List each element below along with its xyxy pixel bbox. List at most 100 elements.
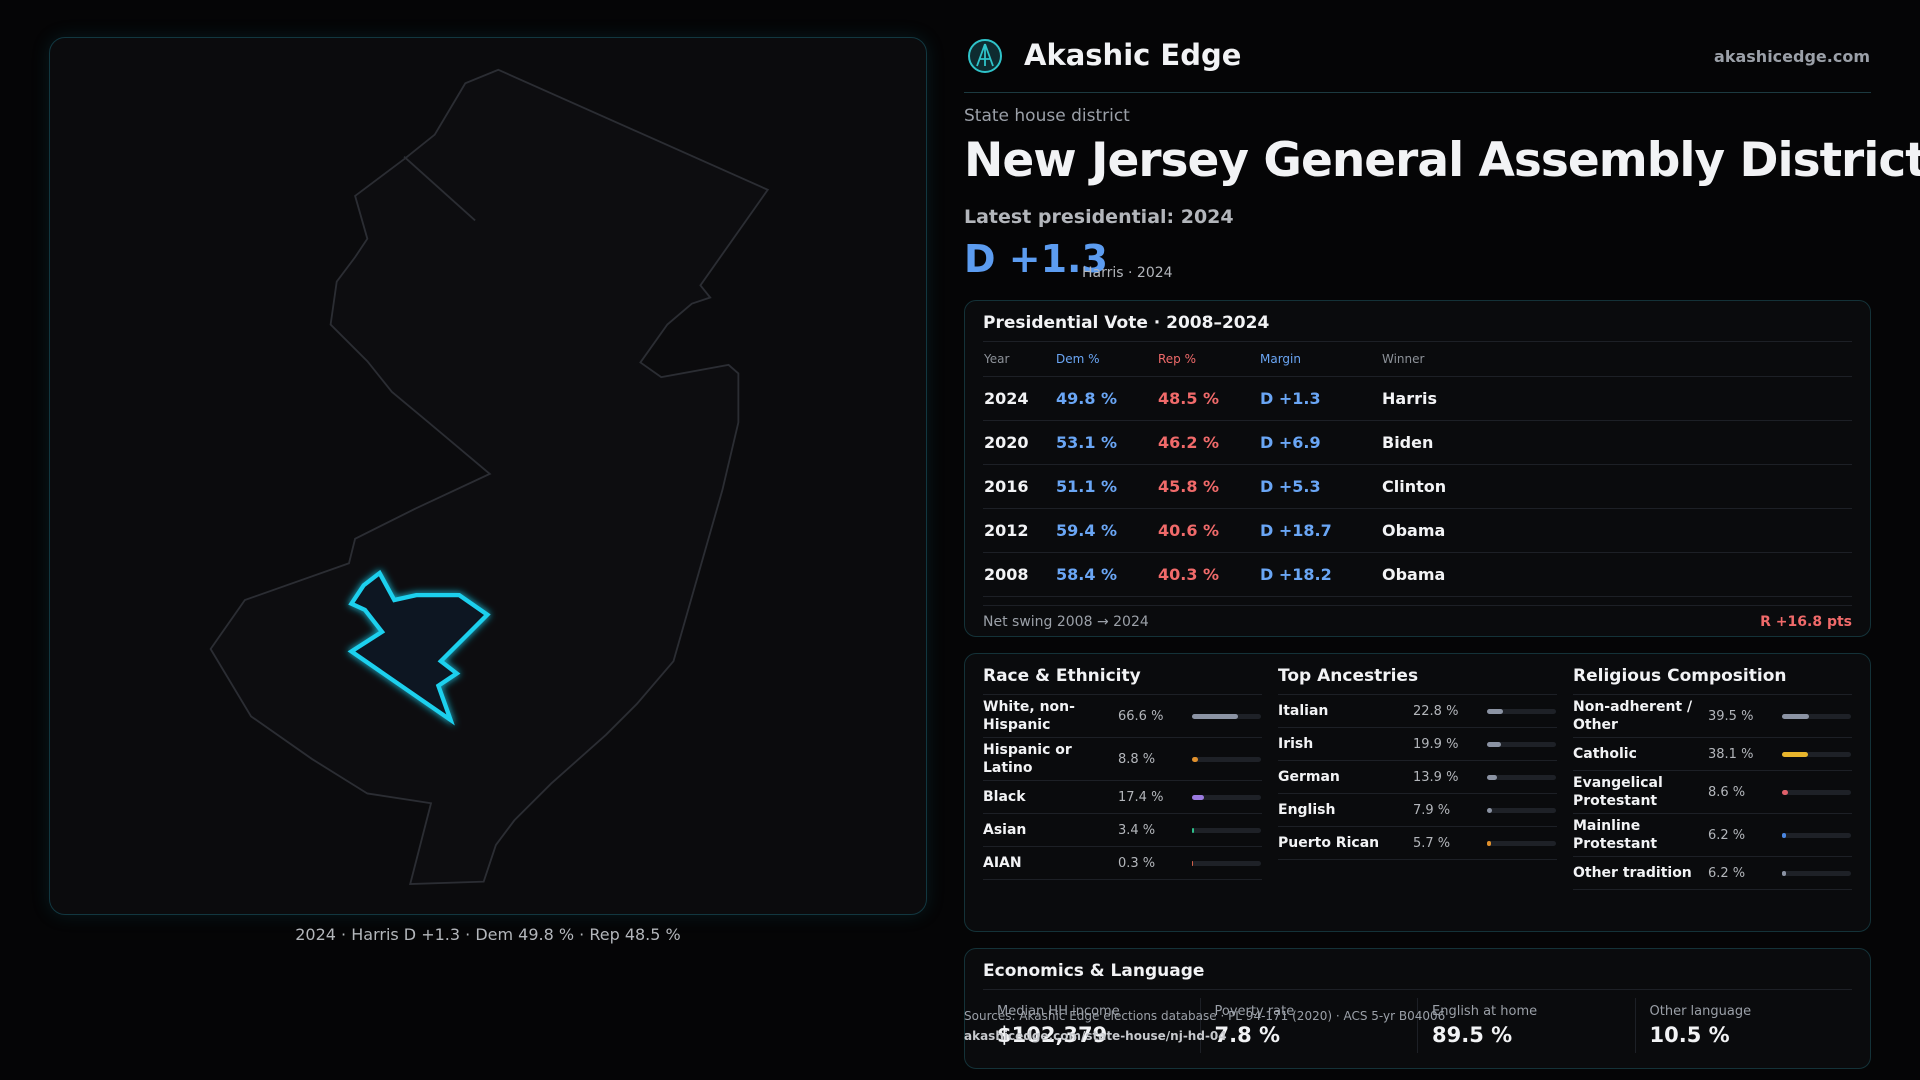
bar-track <box>1487 741 1556 747</box>
bar-track <box>1487 807 1556 813</box>
breakdown-value: 0.3 % <box>1118 855 1156 871</box>
breakdown-column: Religious Composition Non-adherent / Othe… <box>1573 666 1852 919</box>
bar <box>1782 870 1787 876</box>
breakdown-label: Non-adherent / Other <box>1573 699 1693 733</box>
vote-cell: 58.4 % <box>1055 552 1157 597</box>
breakdown-value: 13.9 % <box>1413 769 1459 785</box>
bar-track <box>1192 794 1261 800</box>
bar-track <box>1782 751 1851 757</box>
bar-track <box>1782 832 1851 838</box>
vote-cell: 2020 <box>983 420 1055 465</box>
breakdown-row: English 7.9 % <box>1278 794 1557 827</box>
card-title: Economics & Language <box>983 961 1852 990</box>
column-header: Year <box>983 342 1055 377</box>
breakdown-row: Asian 3.4 % <box>983 814 1262 847</box>
site-link[interactable]: akashicedge.com <box>1714 47 1870 66</box>
bar <box>1782 789 1788 795</box>
vote-cell: 40.6 % <box>1157 508 1259 553</box>
breakdown-row: Italian 22.8 % <box>1278 695 1557 728</box>
breakdown-value: 5.7 % <box>1413 835 1451 851</box>
econ-label: Poverty rate <box>1214 1004 1295 1019</box>
vote-row: 2012 59.4 % 40.6 % D +18.7 Obama <box>983 508 1852 553</box>
econ-item: Poverty rate 7.8 % <box>1199 998 1418 1053</box>
bar-track <box>1487 774 1556 780</box>
breakdown-column: Top Ancestries Italian 22.8 % Irish 19.9 % Ge… <box>1278 666 1557 919</box>
breakdown-title: Race & Ethnicity <box>983 666 1262 695</box>
divider <box>964 92 1871 93</box>
map-caption: 2024 · Harris D +1.3 · Dem 49.8 % · Rep … <box>295 925 681 944</box>
breakdown-label: AIAN <box>983 855 1022 871</box>
breakdown-value: 66.6 % <box>1118 708 1164 724</box>
bar <box>1782 751 1809 757</box>
bar <box>1782 832 1787 838</box>
column-header: Winner <box>1381 342 1852 377</box>
vote-cell: 40.3 % <box>1157 552 1259 597</box>
vote-cell: 45.8 % <box>1157 464 1259 509</box>
econ-item: Median HH income $102,379 <box>983 998 1200 1053</box>
vote-cell: D +18.7 <box>1259 508 1381 553</box>
breakdown-label: German <box>1278 769 1340 785</box>
vote-cell: Harris <box>1381 376 1852 421</box>
breakdown-value: 7.9 % <box>1413 802 1451 818</box>
econ-value: 10.5 % <box>1649 1023 1730 1047</box>
logo[interactable] <box>966 37 1004 75</box>
bar <box>1192 794 1204 800</box>
vote-cell: 49.8 % <box>1055 376 1157 421</box>
breakdown-value: 38.1 % <box>1708 746 1754 762</box>
bar-track <box>1192 860 1261 866</box>
breakdown-label: Other tradition <box>1573 865 1692 881</box>
breakdown-row: White, non-Hispanic 66.6 % <box>983 695 1262 738</box>
econ-value: 7.8 % <box>1214 1023 1281 1047</box>
vote-cell: 46.2 % <box>1157 420 1259 465</box>
breakdown-row: Hispanic or Latino 8.8 % <box>983 738 1262 781</box>
bar-track <box>1192 713 1261 719</box>
vote-cell: 53.1 % <box>1055 420 1157 465</box>
breakdown-row: Black 17.4 % <box>983 781 1262 814</box>
econ-item: English at home 89.5 % <box>1417 998 1635 1053</box>
breakdown-value: 6.2 % <box>1708 865 1746 881</box>
vote-card: Presidential Vote · 2008–2024 Year Dem % R… <box>964 300 1871 637</box>
bar <box>1782 713 1810 719</box>
vote-cell: Obama <box>1381 508 1852 553</box>
swing-label: Net swing 2008 → 2024 <box>983 614 1149 630</box>
breakdown-row: Mainline Protestant 6.2 % <box>1573 814 1852 857</box>
sources-text: Sources: Akashic Edge elections database… <box>964 1009 1446 1023</box>
bar-track <box>1487 840 1556 846</box>
econ-value: $102,379 <box>997 1023 1108 1047</box>
vote-cell: D +6.9 <box>1259 420 1381 465</box>
vote-table: Year Dem % Rep % Margin Winner 2024 49.8 % 48.5… <box>983 342 1852 597</box>
bar <box>1487 741 1501 747</box>
breakdown-value: 3.4 % <box>1118 822 1156 838</box>
econ-label: Median HH income <box>997 1004 1120 1019</box>
econ-item: Other language 10.5 % <box>1634 998 1853 1053</box>
breakdown-value: 6.2 % <box>1708 827 1746 843</box>
map-panel <box>49 37 927 915</box>
breakdown-value: 19.9 % <box>1413 736 1459 752</box>
bar <box>1487 708 1503 714</box>
vote-cell: Clinton <box>1381 464 1852 509</box>
sources-url[interactable]: akashicedge.com/state-house/nj-hd-04 <box>964 1029 1227 1043</box>
sources-link[interactable]: akashicedge.com/state-house/nj-hd-04 <box>964 1026 1445 1046</box>
vote-row: 2020 53.1 % 46.2 % D +6.9 Biden <box>983 420 1852 465</box>
margin-note: Harris · 2024 <box>1082 265 1173 281</box>
vote-cell: 2008 <box>983 552 1055 597</box>
breakdown-row: Irish 19.9 % <box>1278 728 1557 761</box>
vote-row: 2024 49.8 % 48.5 % D +1.3 Harris <box>983 376 1852 421</box>
vote-cell: 51.1 % <box>1055 464 1157 509</box>
breakdown-label: Evangelical Protestant <box>1573 775 1663 809</box>
column-header: Dem % <box>1055 342 1157 377</box>
vote-cell: Biden <box>1381 420 1852 465</box>
breakdown-label: Asian <box>983 822 1027 838</box>
brand-name[interactable]: Akashic Edge <box>1024 38 1242 72</box>
bar <box>1487 840 1491 846</box>
vote-row: 2016 51.1 % 45.8 % D +5.3 Clinton <box>983 464 1852 509</box>
table-header: Year Dem % Rep % Margin Winner <box>983 342 1852 377</box>
vote-cell: Obama <box>1381 552 1852 597</box>
kicker: State house district <box>964 106 1130 126</box>
breakdown-value: 8.8 % <box>1118 751 1156 767</box>
sources: Sources: Akashic Edge elections database… <box>964 1006 1445 1046</box>
breakdown-label: Italian <box>1278 703 1329 719</box>
breakdown-label: Irish <box>1278 736 1314 752</box>
